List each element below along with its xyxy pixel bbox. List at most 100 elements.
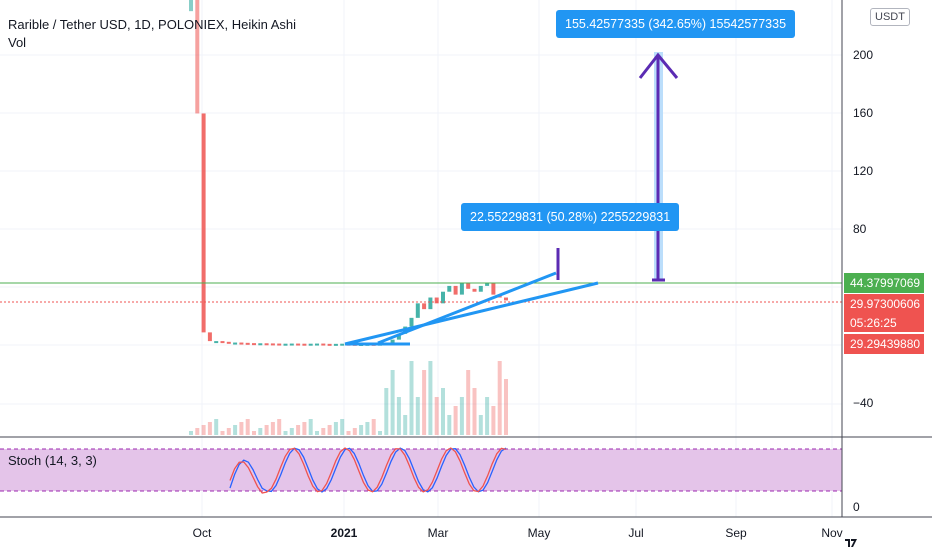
- volume-bar: [472, 388, 477, 435]
- volume-bar: [396, 397, 401, 435]
- stoch-k-line: [229, 447, 507, 493]
- volume-bar: [207, 422, 212, 435]
- candles: [189, 0, 508, 346]
- y-tick-label: 160: [853, 106, 874, 120]
- volume-bar: [459, 397, 464, 435]
- volume-bar: [403, 415, 408, 435]
- volume-bars: [189, 361, 508, 435]
- volume-bar: [504, 379, 508, 435]
- volume-label: Vol: [8, 35, 27, 50]
- x-tick-label: Oct: [192, 526, 212, 540]
- volume-bar: [378, 431, 382, 435]
- volume-bar: [226, 428, 231, 435]
- x-tick-label: Mar: [427, 526, 449, 540]
- volume-bar: [346, 431, 351, 435]
- stoch-legend: Stoch (14, 3, 3): [8, 453, 97, 468]
- x-tick-label: May: [527, 526, 551, 540]
- volume-bar: [264, 425, 269, 435]
- candle: [466, 283, 471, 289]
- candle: [340, 343, 345, 346]
- stoch-lines: [229, 447, 507, 494]
- volume-bar: [333, 422, 338, 435]
- stoch-d-line: [229, 447, 507, 494]
- last-price-tag: 29.97300606: [844, 294, 924, 314]
- chart-grid: [0, 0, 842, 517]
- volume-bar: [245, 419, 250, 435]
- candle: [302, 343, 307, 346]
- volume-bar: [270, 422, 275, 435]
- candle: [245, 342, 250, 345]
- candle: [201, 113, 206, 333]
- volume-bar: [415, 397, 420, 435]
- candle: [258, 343, 263, 346]
- y-tick-label: 200: [853, 48, 874, 62]
- volume-bar: [340, 419, 345, 435]
- low-price-tag: 29.29439880: [844, 334, 924, 354]
- candle: [472, 288, 477, 292]
- chart-title: Rarible / Tether USD, 1D, POLONIEX, Heik…: [8, 17, 297, 32]
- green-price-tag: 44.37997069: [844, 273, 924, 293]
- trendlines: [344, 271, 599, 346]
- y-tick-label: −40: [853, 396, 874, 410]
- countdown-tag: 05:26:25: [844, 314, 924, 332]
- volume-bar: [447, 415, 452, 435]
- candle: [214, 341, 219, 344]
- candle: [428, 297, 433, 310]
- volume-bar: [434, 397, 439, 435]
- x-tick-label: Nov: [821, 526, 843, 540]
- candle: [283, 343, 288, 346]
- x-tick-label: Jul: [628, 526, 644, 540]
- candle: [422, 303, 427, 310]
- candle: [289, 343, 294, 346]
- candle: [390, 339, 395, 343]
- volume-bar: [220, 431, 225, 435]
- candle: [220, 341, 225, 344]
- trendline-upper: [377, 271, 557, 345]
- candle: [447, 285, 452, 292]
- volume-bar: [315, 431, 319, 435]
- volume-bar: [252, 431, 256, 435]
- x-tick-label: 2021: [330, 526, 358, 540]
- volume-bar: [302, 422, 307, 435]
- volume-bar: [289, 428, 294, 435]
- volume-bar: [485, 397, 490, 435]
- candle: [453, 285, 458, 295]
- volume-bar: [390, 370, 395, 435]
- volume-bar: [201, 425, 206, 435]
- volume-bar: [189, 431, 193, 435]
- stoch-axis-label: 0: [853, 500, 860, 514]
- candle: [207, 332, 212, 342]
- volume-bar: [327, 425, 332, 435]
- tradingview-logo-icon: [845, 539, 857, 547]
- candle: [226, 341, 231, 344]
- big-move-callout: 155.42577335 (342.65%) 15542577335: [556, 10, 796, 38]
- candle: [491, 283, 496, 295]
- candle: [233, 342, 238, 345]
- volume-bar: [497, 361, 502, 435]
- volume-bar: [277, 419, 282, 435]
- volume-bar: [428, 361, 433, 435]
- candle: [308, 343, 313, 346]
- volume-bar: [371, 419, 376, 435]
- volume-bar: [239, 422, 244, 435]
- candle: [396, 333, 401, 340]
- volume-bar: [296, 425, 301, 435]
- volume-bar: [359, 425, 364, 435]
- volume-bar: [195, 428, 200, 435]
- volume-bar: [321, 428, 326, 435]
- volume-bar: [409, 361, 414, 435]
- candle: [239, 342, 244, 345]
- projection-arrow: [638, 52, 679, 282]
- small-move-callout: 22.55229831 (50.28%) 2255229831: [461, 203, 680, 231]
- volume-bar: [441, 388, 445, 435]
- volume-bar: [233, 425, 238, 435]
- candle: [485, 283, 490, 286]
- y-tick-label: 120: [853, 164, 874, 178]
- volume-bar: [308, 419, 313, 435]
- candle: [409, 317, 414, 327]
- candle: [264, 343, 269, 346]
- candle: [327, 343, 332, 346]
- currency-badge[interactable]: USDT: [870, 8, 910, 26]
